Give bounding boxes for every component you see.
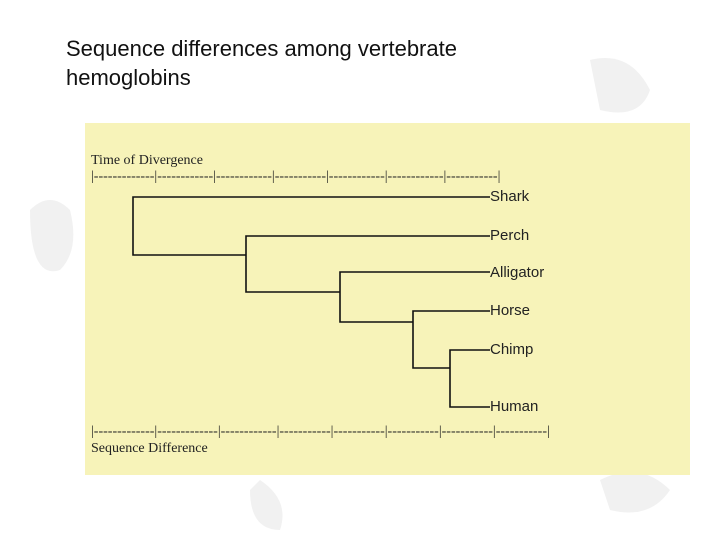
bottom-label: Sequence Difference <box>91 441 208 456</box>
leaf-label: Chimp <box>490 341 533 358</box>
leaf-label: Human <box>490 398 538 415</box>
background-decoration <box>30 58 670 530</box>
top-scale: |-------------|------------|------------… <box>91 169 500 184</box>
leaf-label: Perch <box>490 227 529 244</box>
bottom-scale: |-------------|-------------|-----------… <box>91 424 550 439</box>
leaf-label: Horse <box>490 302 530 319</box>
slide-title: Sequence differences among vertebrate he… <box>66 36 457 90</box>
leaf-label: Alligator <box>490 264 544 281</box>
diagram-panel <box>85 123 690 475</box>
tree-branches <box>132 196 490 408</box>
leaf-label: Shark <box>490 188 530 205</box>
top-label: Time of Divergence <box>91 153 203 168</box>
